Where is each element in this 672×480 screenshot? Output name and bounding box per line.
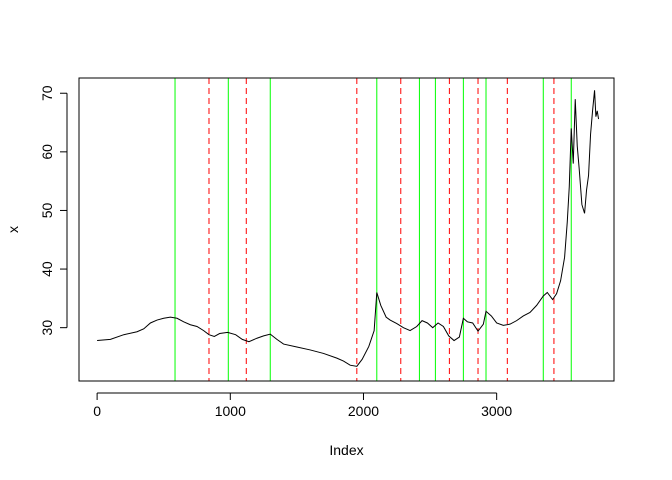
y-tick-label: 50 bbox=[39, 202, 55, 218]
x-axis-title: Index bbox=[329, 442, 363, 458]
x-tick-label: 3000 bbox=[481, 403, 512, 419]
series-line bbox=[97, 90, 600, 367]
y-tick-label: 60 bbox=[39, 144, 55, 160]
y-axis: 30 40 50 60 70 bbox=[39, 85, 68, 336]
x-tick-label: 0 bbox=[93, 403, 101, 419]
x-tick-label: 2000 bbox=[348, 403, 379, 419]
y-axis-title: x bbox=[5, 226, 21, 233]
x-axis: 0 1000 2000 3000 bbox=[93, 392, 512, 419]
y-tick-label: 30 bbox=[39, 320, 55, 336]
series-layer bbox=[97, 90, 600, 367]
plot-border bbox=[78, 77, 615, 382]
y-tick-label: 40 bbox=[39, 261, 55, 277]
y-tick-label: 70 bbox=[39, 85, 55, 101]
x-tick-label: 1000 bbox=[215, 403, 246, 419]
vertical-lines bbox=[174, 78, 572, 381]
